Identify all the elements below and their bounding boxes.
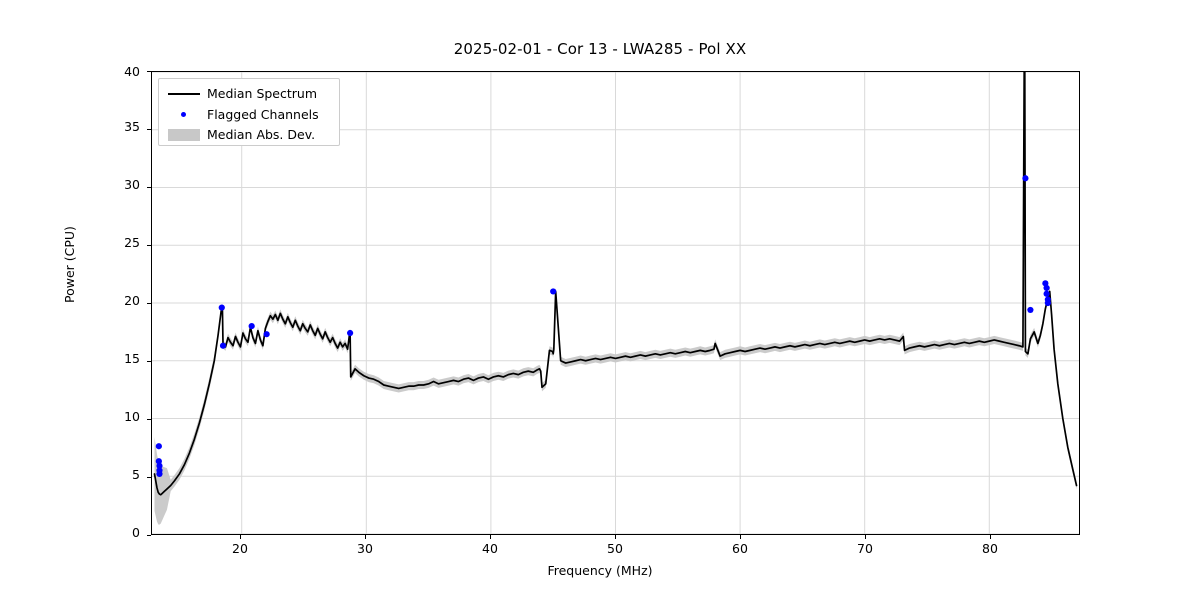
flagged-channel-point (218, 304, 225, 311)
ytick-mark-0 (147, 535, 151, 536)
legend-dot-sample (167, 104, 201, 126)
xtick-label-30: 30 (357, 541, 373, 556)
xtick-label-50: 50 (607, 541, 623, 556)
legend-label-median-spectrum: Median Spectrum (207, 86, 318, 101)
flagged-channel-point (156, 462, 163, 469)
xtick-mark-50 (615, 535, 616, 539)
ytick-mark-10 (147, 419, 151, 420)
ytick-label-20: 20 (124, 293, 140, 308)
legend-label-median-abs-dev: Median Abs. Dev. (207, 127, 316, 142)
flagged-channel-point (1027, 306, 1034, 314)
ytick-label-15: 15 (124, 351, 140, 366)
legend-entry-median-spectrum: Median Spectrum (159, 83, 341, 105)
flagged-channels-scatter (155, 175, 1051, 478)
ytick-mark-5 (147, 477, 151, 478)
xtick-label-70: 70 (857, 541, 873, 556)
flagged-channel-point (347, 329, 354, 337)
flagged-channel-point (1043, 284, 1050, 292)
x-axis-label: Frequency (MHz) (547, 563, 653, 578)
ytick-mark-15 (147, 361, 151, 362)
xtick-mark-60 (740, 535, 741, 539)
ytick-label-40: 40 (124, 64, 140, 79)
ytick-label-35: 35 (124, 119, 140, 134)
ytick-label-5: 5 (132, 467, 140, 482)
ytick-mark-30 (147, 187, 151, 188)
flagged-channel-point (1022, 175, 1029, 182)
page-title: 2025-02-01 - Cor 13 - LWA285 - Pol XX (453, 40, 747, 58)
ytick-label-10: 10 (124, 409, 140, 424)
flagged-channel-point (550, 288, 557, 295)
legend: Median Spectrum Flagged Channels Median … (158, 78, 340, 146)
ytick-mark-25 (147, 245, 151, 246)
flagged-channel-point (155, 458, 162, 465)
ytick-mark-20 (147, 303, 151, 304)
flagged-channel-point (1043, 290, 1050, 297)
xtick-mark-40 (490, 535, 491, 539)
xtick-mark-80 (990, 535, 991, 539)
flagged-channel-point (248, 323, 255, 330)
xtick-label-60: 60 (732, 541, 748, 556)
xtick-mark-30 (365, 535, 366, 539)
ytick-mark-35 (147, 129, 151, 130)
xtick-mark-70 (865, 535, 866, 539)
flagged-channel-point (263, 331, 270, 338)
legend-entry-median-abs-dev: Median Abs. Dev. (159, 124, 341, 146)
y-axis-label: Power (CPU) (62, 226, 77, 303)
ytick-label-30: 30 (124, 177, 140, 192)
spectrum-plot-svg (152, 72, 1079, 534)
median-spectrum-line (153, 72, 1078, 496)
legend-line-sample (167, 83, 201, 105)
xtick-label-80: 80 (982, 541, 998, 556)
flagged-channel-point (156, 470, 163, 478)
ytick-label-25: 25 (124, 235, 140, 250)
flagged-channel-point (219, 342, 227, 349)
xtick-label-40: 40 (482, 541, 498, 556)
legend-entry-flagged-channels: Flagged Channels (159, 104, 341, 126)
ytick-label-0: 0 (132, 525, 140, 540)
xtick-label-20: 20 (232, 541, 248, 556)
plot-area[interactable] (151, 71, 1080, 535)
legend-patch-sample (167, 124, 201, 146)
xtick-mark-20 (240, 535, 241, 539)
flagged-channel-point (1044, 299, 1051, 307)
flagged-channel-point (155, 443, 162, 450)
legend-label-flagged-channels: Flagged Channels (207, 107, 319, 122)
ytick-mark-40 (147, 71, 151, 72)
